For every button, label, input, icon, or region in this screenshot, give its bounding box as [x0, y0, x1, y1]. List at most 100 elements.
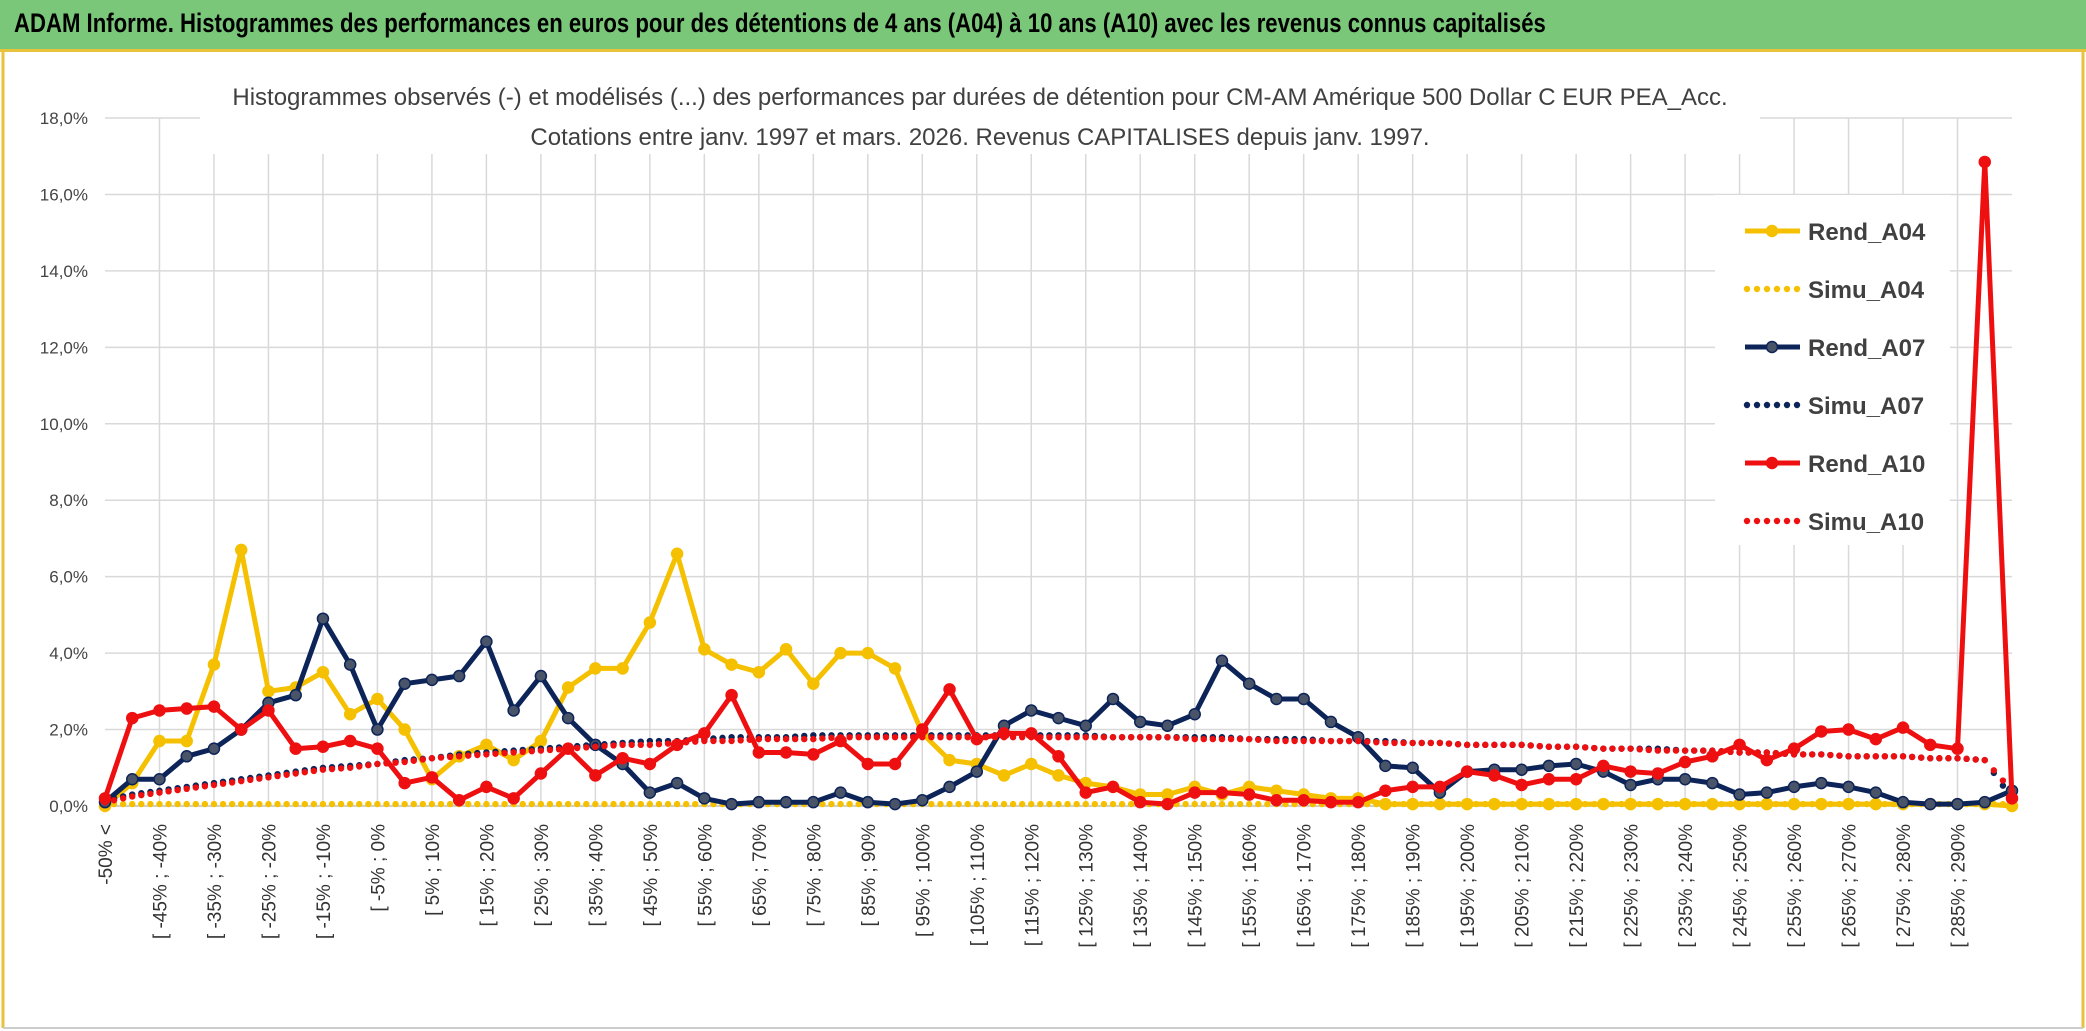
dot-segment [637, 800, 644, 808]
data-point [973, 734, 980, 741]
dot-segment [1636, 800, 1643, 808]
legend-swatch-dot [1763, 517, 1771, 525]
dot-segment [828, 734, 835, 742]
dot-segment [1236, 800, 1244, 808]
dot-segment [1672, 747, 1680, 754]
dot-segment [764, 735, 772, 743]
dot-segment [1309, 737, 1316, 745]
data-point [1324, 715, 1338, 729]
data-point [888, 797, 902, 811]
data-point [1572, 800, 1580, 808]
dot-segment [1182, 800, 1189, 808]
dot-segment [410, 800, 417, 808]
dot-segment [1391, 739, 1398, 747]
x-tick-label: [ -25% ; -20% [259, 824, 280, 939]
data-point [452, 794, 466, 807]
dot-segment [828, 800, 835, 808]
dot-segment [337, 765, 345, 772]
dot-segment [419, 800, 427, 808]
dot-segment [328, 800, 336, 808]
dot-segment [1209, 735, 1217, 743]
data-point [810, 735, 817, 743]
dot-segment [147, 790, 154, 798]
data-point [507, 792, 520, 805]
data-point [861, 646, 875, 660]
dot-segment [1645, 746, 1652, 754]
data-point [483, 800, 490, 808]
dot-segment [446, 800, 454, 808]
data-point [725, 797, 738, 811]
dot-segment [1454, 741, 1462, 748]
x-tick-label: [ 225% ; 230% [1622, 824, 1643, 948]
x-tick-label: [ 125% ; 130% [1077, 824, 1098, 948]
dot-segment [928, 800, 935, 808]
dot-segment [1881, 800, 1889, 808]
dot-segment [964, 734, 971, 741]
data-point [861, 757, 875, 771]
y-tick-label: 2,0% [49, 721, 88, 740]
dot-segment [1827, 800, 1834, 808]
dot-segment [492, 800, 499, 808]
data-point [1515, 763, 1528, 776]
dot-segment [1908, 753, 1916, 761]
data-point [452, 669, 466, 683]
y-tick-label: 6,0% [49, 568, 88, 587]
data-point [1082, 800, 1089, 808]
data-point [1409, 739, 1416, 747]
data-point [1572, 743, 1580, 750]
dot-segment [337, 800, 345, 808]
dot-segment [1364, 800, 1371, 808]
dot-segment [256, 800, 263, 808]
data-point [180, 734, 193, 748]
legend-item: Simu_A07 [1743, 393, 1924, 420]
data-point [1000, 800, 1008, 808]
dot-segment [1609, 745, 1616, 752]
dot-segment [1255, 800, 1262, 808]
dot-segment [1209, 800, 1217, 808]
data-point [1790, 800, 1798, 808]
dot-segment [1127, 734, 1135, 741]
dot-segment [1854, 753, 1861, 760]
y-tick-label: 14,0% [40, 262, 88, 281]
dot-segment [1073, 800, 1080, 808]
dot-segment [1264, 737, 1271, 744]
data-point [1927, 755, 1934, 762]
data-point [129, 800, 136, 808]
data-point [1246, 735, 1253, 743]
series-rend-a07 [98, 612, 2019, 811]
data-point [1188, 786, 1201, 799]
legend-item: Rend_A07 [1745, 335, 1925, 362]
dot-segment [1672, 800, 1680, 808]
data-point [401, 758, 408, 766]
dot-segment [1754, 749, 1761, 756]
data-point [1845, 753, 1852, 760]
dot-segment [546, 746, 554, 754]
dot-segment [1454, 800, 1462, 808]
data-point [1161, 719, 1174, 732]
data-point [1137, 734, 1144, 741]
dot-segment [1100, 734, 1108, 741]
dot-segment [1863, 753, 1870, 760]
dot-segment [655, 800, 663, 808]
dot-segment [1236, 735, 1244, 743]
data-point [1433, 780, 1447, 794]
data-point [1028, 734, 1035, 741]
data-point [888, 757, 902, 771]
dot-segment [201, 800, 209, 808]
data-point [180, 750, 193, 763]
data-point [101, 798, 109, 806]
data-point [480, 635, 493, 648]
data-point [1545, 743, 1553, 750]
dot-segment [1009, 734, 1017, 741]
dot-segment [1591, 800, 1598, 808]
data-point [1463, 800, 1471, 808]
dot-segment [1936, 755, 1943, 762]
dot-segment [1809, 800, 1816, 808]
data-point [1106, 692, 1120, 706]
dot-segment [1473, 741, 1480, 749]
data-point [153, 772, 166, 786]
x-tick-label: [ 155% ; 160% [1240, 824, 1261, 948]
dot-segment [1482, 741, 1489, 749]
data-point [1733, 738, 1746, 752]
legend-swatch-dot [1773, 517, 1781, 525]
